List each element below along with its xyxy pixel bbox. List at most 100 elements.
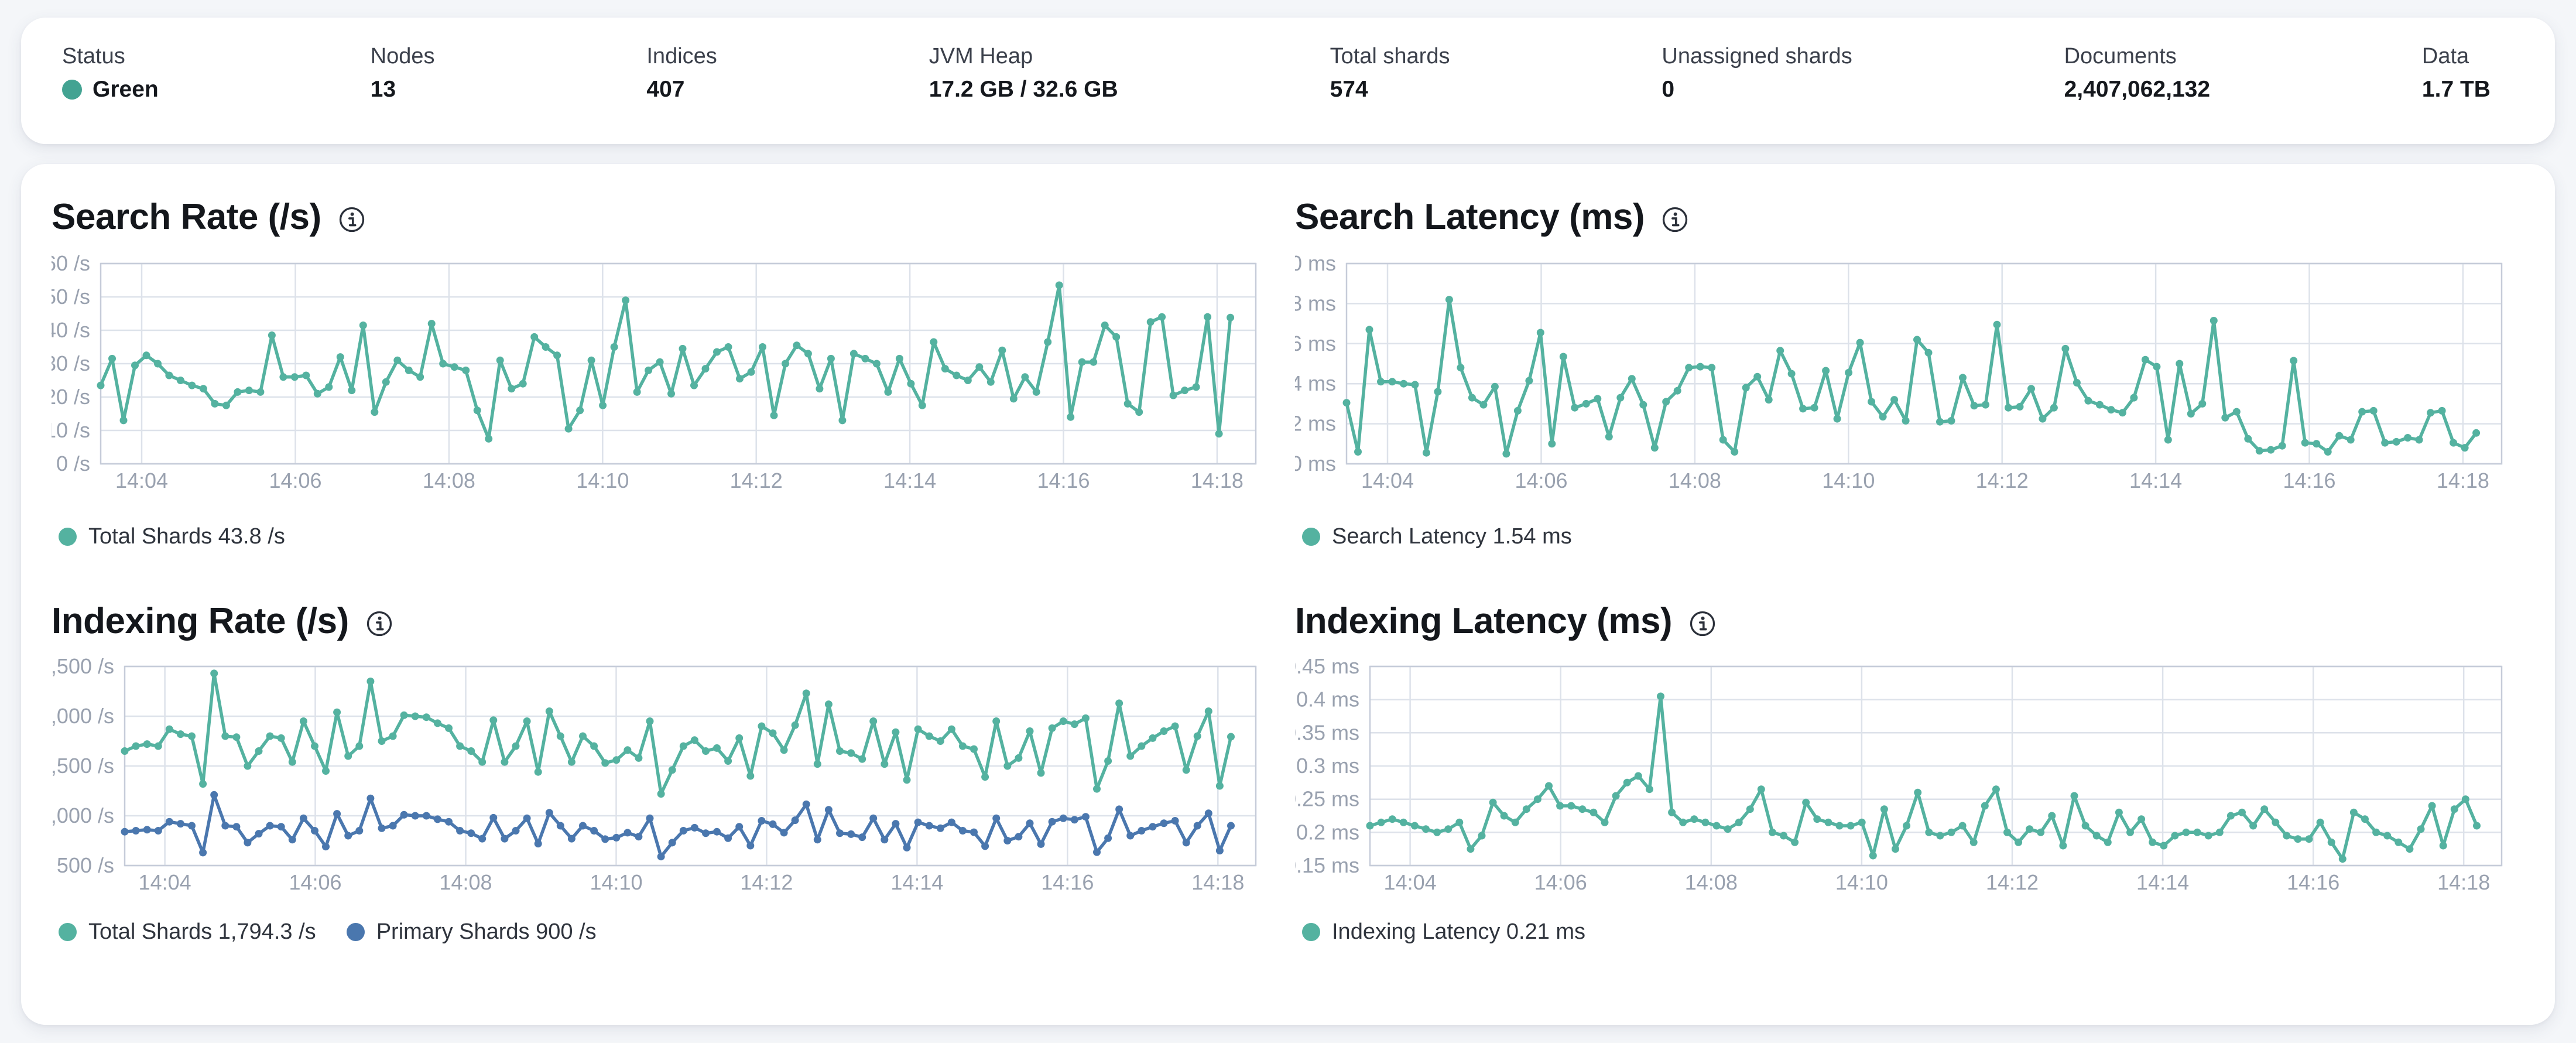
legend-series-dot-icon	[59, 923, 77, 941]
svg-text:0.25 ms: 0.25 ms	[1295, 787, 1359, 811]
svg-text:14:10: 14:10	[576, 469, 629, 493]
svg-text:1,500 /s: 1,500 /s	[52, 754, 114, 778]
legend-label: Total Shards 43.8 /s	[88, 524, 285, 549]
svg-text:14:18: 14:18	[1191, 870, 1244, 894]
svg-text:60 /s: 60 /s	[52, 251, 90, 275]
metric-documents-label: Documents	[2064, 44, 2177, 69]
chart-indexing-latency-title: Indexing Latency (ms)	[1295, 601, 1673, 641]
metric-status-label: Status	[62, 44, 125, 69]
metric-jvm-heap: JVM Heap 17.2 GB / 32.6 GB	[929, 42, 1118, 104]
metric-indices: Indices 407	[646, 42, 717, 104]
chart-search-rate: Search Rate (/s) 0 /s 10 /s 20 /s 30 /s 40 /…	[52, 190, 1293, 549]
svg-text:14:10: 14:10	[1835, 870, 1888, 894]
metric-unassigned-shards: Unassigned shards 0	[1662, 42, 1852, 104]
svg-text:0.45 ms: 0.45 ms	[1295, 654, 1359, 678]
svg-text:14:04: 14:04	[1361, 469, 1414, 493]
legend-series-dot-icon	[1302, 923, 1320, 941]
indexing-latency-legend: Indexing Latency 0.21 ms	[1295, 919, 2536, 945]
svg-text:14:14: 14:14	[890, 870, 943, 894]
metric-total-shards-label: Total shards	[1330, 44, 1450, 69]
chart-search-rate-title: Search Rate (/s)	[52, 197, 321, 237]
legend-label: Search Latency 1.54 ms	[1332, 524, 1572, 549]
svg-text:14:16: 14:16	[1037, 469, 1090, 493]
svg-text:14:12: 14:12	[1986, 870, 2039, 894]
svg-text:4 ms: 4 ms	[1295, 371, 1336, 395]
svg-text:14:06: 14:06	[1515, 469, 1567, 493]
search-rate-legend: Total Shards 43.8 /s	[52, 524, 1293, 549]
svg-text:14:06: 14:06	[269, 469, 321, 493]
svg-text:14:18: 14:18	[2437, 469, 2489, 493]
svg-text:50 /s: 50 /s	[52, 285, 90, 309]
svg-text:2,500 /s: 2,500 /s	[52, 654, 114, 678]
svg-text:20 /s: 20 /s	[52, 385, 90, 409]
svg-text:10 /s: 10 /s	[52, 418, 90, 442]
indexing-rate-plot[interactable]: 500 /s 1,000 /s 1,500 /s 2,000 /s 2,500 /s 14…	[52, 652, 1293, 912]
legend-label: Indexing Latency 0.21 ms	[1332, 919, 1586, 944]
metric-total-shards: Total shards 574	[1330, 42, 1450, 104]
svg-text:14:08: 14:08	[1685, 870, 1738, 894]
svg-text:0.4 ms: 0.4 ms	[1296, 688, 1359, 712]
svg-text:14:14: 14:14	[883, 469, 936, 493]
metric-data-label: Data	[2421, 44, 2469, 69]
metric-indices-label: Indices	[646, 44, 717, 69]
svg-text:30 /s: 30 /s	[52, 351, 90, 375]
legend-item[interactable]: Primary Shards 900 /s	[346, 919, 597, 945]
search-rate-plot[interactable]: 0 /s 10 /s 20 /s 30 /s 40 /s 50 /s 60 /s 14:04 1…	[52, 248, 1293, 517]
legend-item[interactable]: Indexing Latency 0.21 ms	[1302, 919, 1585, 945]
metric-status: Status Green	[62, 42, 159, 104]
chart-indexing-rate-header: Indexing Rate (/s)	[52, 594, 1293, 648]
svg-text:14:08: 14:08	[1669, 469, 1721, 493]
svg-text:1,000 /s: 1,000 /s	[52, 803, 114, 827]
chart-indexing-rate-title: Indexing Rate (/s)	[52, 601, 349, 641]
svg-text:14:14: 14:14	[2136, 870, 2189, 894]
info-icon[interactable]	[365, 610, 393, 638]
svg-text:500 /s: 500 /s	[57, 853, 114, 877]
svg-text:14:14: 14:14	[2129, 469, 2182, 493]
svg-text:10 ms: 10 ms	[1295, 251, 1336, 275]
svg-text:14:10: 14:10	[1822, 469, 1875, 493]
info-icon[interactable]	[1688, 610, 1717, 638]
svg-text:40 /s: 40 /s	[52, 318, 90, 342]
svg-text:2 ms: 2 ms	[1295, 412, 1336, 436]
svg-text:14:04: 14:04	[1384, 870, 1437, 894]
legend-item[interactable]: Total Shards 1,794.3 /s	[59, 919, 316, 945]
info-icon[interactable]	[1661, 206, 1689, 234]
cluster-summary-bar: Status Green Nodes 13 Indices 407 JVM He…	[21, 18, 2555, 144]
svg-text:14:16: 14:16	[2287, 870, 2339, 894]
metric-jvm-heap-value: 17.2 GB / 32.6 GB	[929, 77, 1118, 102]
svg-text:14:16: 14:16	[2283, 469, 2335, 493]
cluster-summary-metrics: Status Green Nodes 13 Indices 407 JVM He…	[21, 18, 2555, 104]
metric-nodes-value: 13	[370, 77, 396, 102]
metric-data: Data 1.7 TB	[2422, 42, 2491, 104]
indexing-rate-legend: Total Shards 1,794.3 /s Primary Shards 9…	[52, 919, 1293, 945]
chart-search-rate-header: Search Rate (/s)	[52, 190, 1293, 244]
metric-unassigned-shards-label: Unassigned shards	[1662, 44, 1852, 69]
info-icon[interactable]	[338, 206, 366, 234]
svg-text:0.3 ms: 0.3 ms	[1296, 754, 1359, 778]
svg-text:14:18: 14:18	[2437, 870, 2490, 894]
legend-label: Total Shards 1,794.3 /s	[88, 919, 316, 944]
search-latency-plot[interactable]: 0 ms 2 ms 4 ms 6 ms 8 ms 10 ms 14:04 14:06 14:08…	[1295, 248, 2536, 517]
legend-series-dot-icon	[1302, 528, 1320, 546]
legend-item[interactable]: Search Latency 1.54 ms	[1302, 524, 1572, 549]
svg-text:14:18: 14:18	[1191, 469, 1244, 493]
indexing-latency-plot[interactable]: 0.15 ms 0.2 ms 0.25 ms 0.3 ms 0.35 ms 0.4 ms 0…	[1295, 652, 2536, 912]
svg-text:14:06: 14:06	[289, 870, 341, 894]
metric-indices-value: 407	[646, 77, 685, 102]
svg-text:14:12: 14:12	[1976, 469, 2029, 493]
svg-text:0.35 ms: 0.35 ms	[1295, 720, 1359, 744]
metric-documents: Documents 2,407,062,132	[2064, 42, 2210, 104]
metric-nodes-label: Nodes	[370, 44, 435, 69]
search-latency-legend: Search Latency 1.54 ms	[1295, 524, 2536, 549]
metric-total-shards-value: 574	[1330, 77, 1368, 102]
svg-text:14:04: 14:04	[139, 870, 191, 894]
svg-text:0.15 ms: 0.15 ms	[1295, 853, 1359, 877]
charts-panel: Search Rate (/s) 0 /s 10 /s 20 /s 30 /s 40 /…	[21, 164, 2555, 1025]
metric-documents-value: 2,407,062,132	[2064, 77, 2211, 102]
svg-text:14:08: 14:08	[423, 469, 475, 493]
metric-unassigned-shards-value: 0	[1662, 77, 1675, 102]
chart-search-latency-header: Search Latency (ms)	[1295, 190, 2536, 244]
legend-item[interactable]: Total Shards 43.8 /s	[59, 524, 285, 549]
svg-text:8 ms: 8 ms	[1295, 291, 1336, 315]
chart-search-latency: Search Latency (ms) 0 ms 2 ms 4 ms 6 ms 8 ms…	[1295, 190, 2536, 549]
